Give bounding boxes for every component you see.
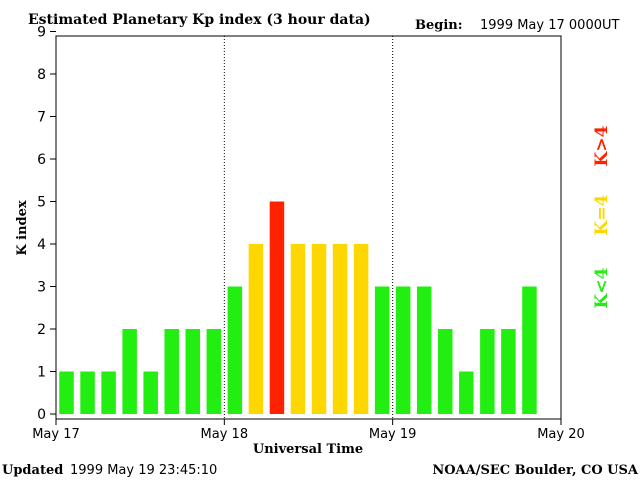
plot-frame [55, 35, 562, 420]
day-dividers [223, 36, 394, 419]
updated-label: Updated [2, 463, 63, 478]
x-tick-label: May 18 [201, 427, 249, 442]
x-tick-label: May 19 [369, 427, 417, 442]
y-tick-label: 8 [37, 67, 46, 83]
legend-low: K<4 [592, 267, 612, 308]
kp-bar [459, 371, 474, 414]
y-tick-label: 3 [37, 280, 46, 296]
kp-bar [206, 329, 222, 414]
y-tick-label: 9 [37, 25, 46, 41]
kp-bar [311, 244, 327, 414]
y-tick-label: 1 [37, 365, 46, 381]
y-tick-label: 5 [37, 195, 46, 211]
y-tick-label: 2 [37, 322, 46, 338]
kp-bar [185, 329, 201, 414]
begin-value: 1999 May 17 0000UT [480, 18, 619, 33]
y-tick-label: 4 [37, 237, 46, 253]
x-axis-label: Universal Time [253, 442, 363, 457]
kp-bar [80, 371, 95, 414]
updated-value: 1999 May 19 23:45:10 [70, 463, 217, 478]
kp-bar [122, 329, 137, 414]
kp-bar [416, 286, 432, 414]
x-tick-label: May 20 [537, 427, 585, 442]
kp-bar [59, 371, 74, 414]
kp-bar [332, 244, 348, 414]
bars-group [59, 201, 537, 414]
x-axis: May 17 May 18 May 19 May 20 [32, 419, 585, 442]
kp-bar [248, 244, 264, 414]
kp-bar [143, 371, 158, 414]
y-tick-label: 7 [37, 110, 46, 126]
x-tick-label: May 17 [32, 427, 80, 442]
chart-title: Estimated Planetary Kp index (3 hour dat… [28, 12, 371, 28]
source-credit: NOAA/SEC Boulder, CO USA [432, 463, 639, 478]
begin-label: Begin: [415, 18, 463, 33]
kp-bar [395, 286, 411, 414]
kp-bar [227, 286, 243, 414]
y-axis-label: K index [15, 200, 30, 256]
kp-bar [269, 201, 285, 414]
kp-bar [164, 329, 179, 414]
kp-bar [438, 329, 453, 414]
kp-bar [290, 244, 306, 414]
kp-bar [522, 286, 537, 414]
kp-bar [101, 371, 116, 414]
y-axis: 0 1 2 3 4 5 6 7 8 9 [37, 25, 56, 423]
y-tick-label: 6 [37, 152, 46, 168]
y-tick-label: 0 [37, 407, 46, 423]
legend-mid: K=4 [592, 194, 612, 235]
kp-bar [480, 329, 495, 414]
kp-bar [374, 286, 390, 414]
kp-bar [501, 329, 516, 414]
kp-bar [353, 244, 369, 414]
legend-high: K>4 [592, 125, 612, 166]
